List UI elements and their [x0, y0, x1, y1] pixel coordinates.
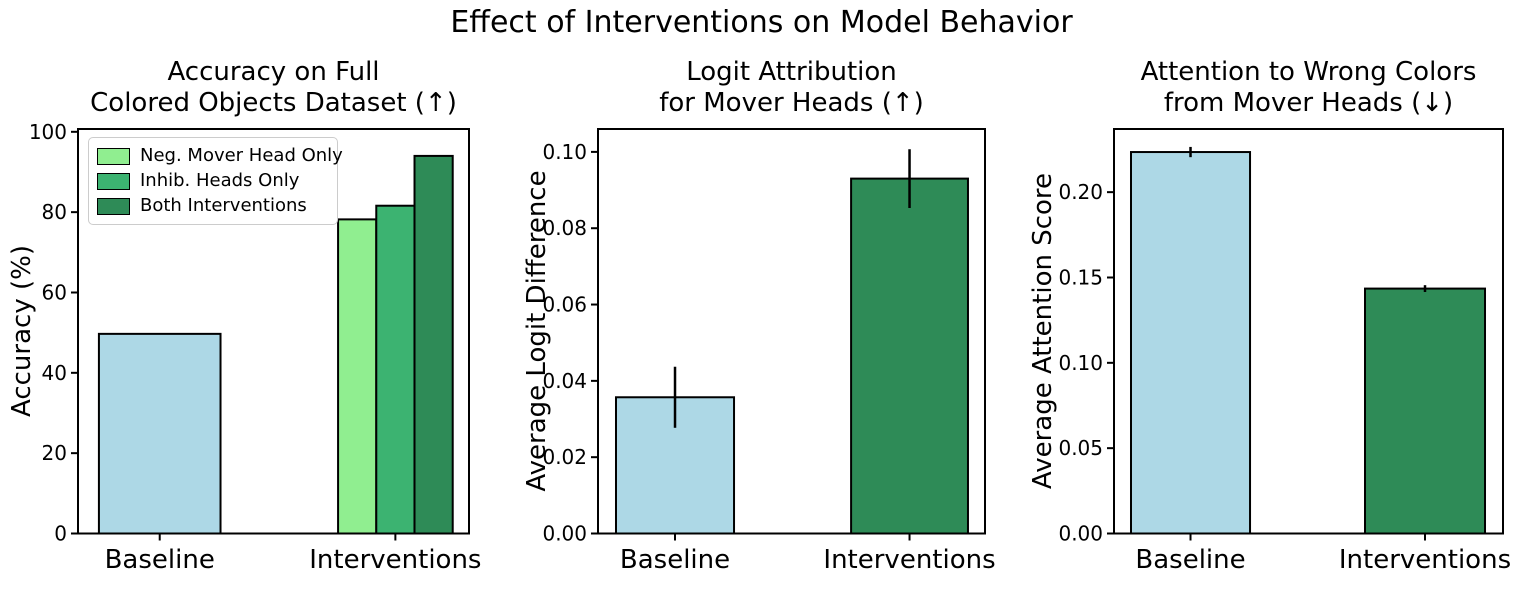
bar-neg-mover-head-only	[337, 218, 378, 535]
legend-label-both-interventions: Both Interventions	[140, 195, 307, 216]
bar-interventions	[850, 177, 969, 535]
y-tick-label: 0.02	[542, 445, 587, 469]
x-tick-label-interventions: Interventions	[823, 545, 995, 575]
bar-both-interventions	[413, 154, 454, 535]
y-tick-label: 0.10	[1058, 351, 1103, 375]
y-tick-label: 40	[42, 361, 67, 385]
y-tick-label: 0.05	[1058, 436, 1103, 460]
y-tick-label: 0.10	[542, 140, 587, 164]
y-tick-label: 0.06	[542, 293, 587, 317]
bar-baseline	[97, 332, 222, 535]
y-tick-label: 60	[42, 280, 67, 304]
legend-item-neg-mover: Neg. Mover Head Only	[97, 146, 343, 166]
axes-box	[1113, 128, 1504, 535]
subplot-attention-title-line1: Attention to Wrong Colors	[1140, 57, 1477, 87]
legend-swatch-both-interventions	[97, 197, 130, 215]
y-tick-label: 0	[54, 522, 67, 546]
legend-swatch-inhib-heads	[97, 172, 130, 190]
subplot-accuracy-title-line2: Colored Objects Dataset (↑)	[90, 88, 457, 118]
bar-inhib-heads-only	[375, 204, 416, 535]
subplot-attention-title-line2: from Mover Heads (↓)	[1163, 88, 1454, 118]
subplot-logit-title: Logit Attribution for Mover Heads (↑)	[659, 57, 924, 119]
y-tick-label: 0.00	[1058, 522, 1103, 546]
subplot-attention-title: Attention to Wrong Colors from Mover Hea…	[1141, 57, 1477, 119]
bar-baseline	[1129, 151, 1252, 535]
x-tick-label-interventions: Interventions	[1339, 545, 1511, 575]
legend-swatch-neg-mover	[97, 147, 130, 165]
legend-item-both-interventions: Both Interventions	[97, 196, 329, 216]
y-tick-label: 100	[29, 120, 67, 144]
axes-box	[597, 128, 986, 535]
y-tick-label: 20	[42, 441, 67, 465]
subplot-logit-title-line1: Logit Attribution	[686, 57, 897, 87]
subplot-accuracy-title-line1: Accuracy on Full	[167, 57, 380, 87]
x-tick-label-interventions: Interventions	[309, 545, 481, 575]
legend: Neg. Mover Head Only Inhib. Heads Only B…	[88, 137, 343, 225]
x-tick-label-baseline: Baseline	[105, 545, 215, 575]
x-tick-label-baseline: Baseline	[1135, 545, 1245, 575]
y-tick-label: 0.00	[542, 522, 587, 546]
figure-title: Effect of Interventions on Model Behavio…	[450, 5, 1073, 40]
subplot-logit-title-line2: for Mover Heads (↑)	[659, 88, 924, 118]
y-tick-label: 0.15	[1058, 265, 1103, 289]
bar-interventions	[1364, 287, 1487, 535]
y-tick-label: 0.04	[542, 369, 587, 393]
legend-label-neg-mover: Neg. Mover Head Only	[140, 145, 343, 166]
y-tick-label: 0.20	[1058, 180, 1103, 204]
y-tick-label: 80	[42, 200, 67, 224]
subplot-accuracy-title: Accuracy on Full Colored Objects Dataset…	[90, 57, 457, 119]
y-tick-label: 0.08	[542, 216, 587, 240]
legend-item-inhib-heads: Inhib. Heads Only	[97, 171, 329, 191]
legend-label-inhib-heads: Inhib. Heads Only	[140, 170, 300, 191]
axes-box	[77, 128, 470, 535]
x-tick-label-baseline: Baseline	[620, 545, 730, 575]
